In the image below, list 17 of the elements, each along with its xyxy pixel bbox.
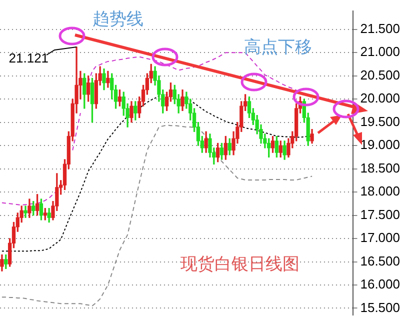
y-tick-label: 21.500 (360, 20, 400, 36)
y-tick-label: 17.500 (360, 206, 400, 222)
annotation: 趋势线 (92, 10, 144, 29)
y-tick-label: 18.500 (360, 160, 400, 176)
y-tick-label: 21.000 (360, 44, 400, 60)
y-tick-label: 15.500 (360, 300, 400, 315)
y-tick-label: 17.000 (360, 230, 400, 246)
y-tick-label: 16.500 (360, 253, 400, 268)
y-tick-label: 19.000 (360, 137, 400, 152)
y-tick-label: 18.000 (360, 184, 400, 199)
y-tick-label: 20.500 (360, 67, 400, 82)
y-tick-label: 16.000 (360, 276, 400, 292)
y-tick-label: 19.500 (360, 114, 400, 129)
annotation: 高点下移 (244, 38, 312, 57)
annotation: 21.121 (8, 50, 49, 66)
y-tick-label: 20.000 (360, 90, 400, 106)
annotation: 现货白银日线图 (180, 254, 300, 274)
